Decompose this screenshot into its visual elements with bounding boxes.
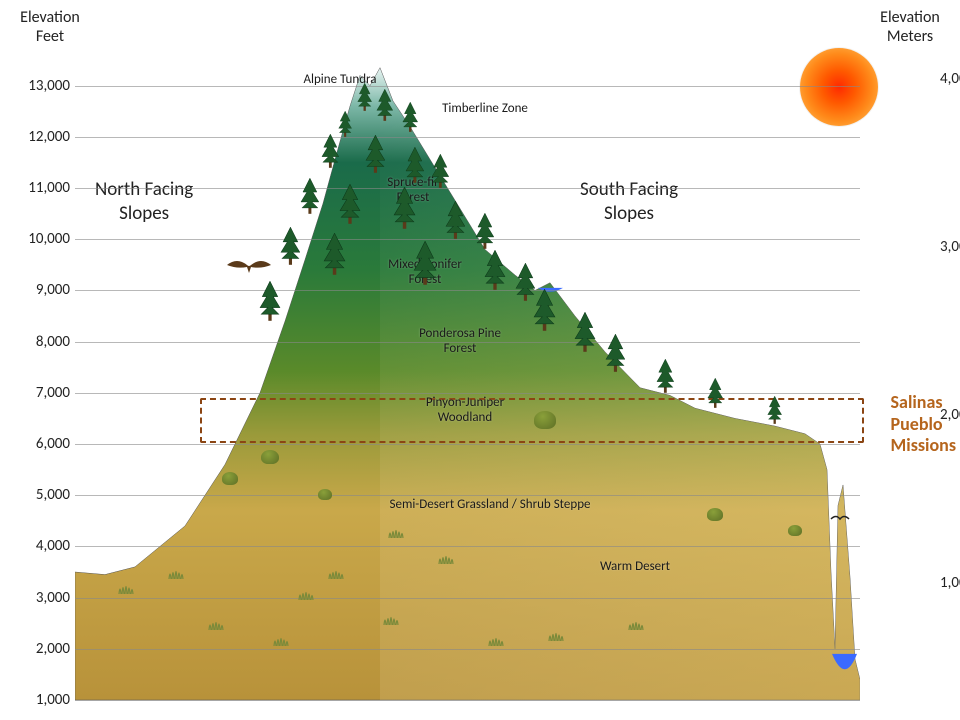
grass-tuft-icon bbox=[167, 563, 185, 584]
grass-tuft-icon bbox=[117, 578, 135, 599]
zone-label: Pinyon-JuniperWoodland bbox=[385, 395, 545, 425]
gridline bbox=[75, 649, 860, 650]
feet-tick-label: 12,000 bbox=[20, 128, 70, 146]
shrub-icon bbox=[534, 411, 556, 429]
feet-tick-label: 7,000 bbox=[20, 384, 70, 402]
gridline bbox=[75, 598, 860, 599]
elevation-chart: North FacingSlopes South FacingSlopes 13… bbox=[75, 10, 860, 710]
zone-label: Ponderosa PineForest bbox=[385, 326, 535, 356]
meter-tick-label: 4,000 bbox=[940, 70, 960, 88]
gridline bbox=[75, 393, 860, 394]
feet-tick-label: 6,000 bbox=[20, 435, 70, 453]
shrub-icon bbox=[788, 525, 802, 536]
grass-tuft-icon bbox=[272, 630, 290, 651]
gridline bbox=[75, 700, 860, 701]
feet-tick-label: 2,000 bbox=[20, 640, 70, 658]
sun-icon bbox=[800, 48, 878, 126]
gridline bbox=[75, 444, 860, 445]
grass-tuft-icon bbox=[207, 614, 225, 635]
gridline bbox=[75, 86, 860, 87]
feet-tick-label: 9,000 bbox=[20, 281, 70, 299]
zone-label: Timberline Zone bbox=[415, 101, 555, 116]
grass-tuft-icon bbox=[437, 548, 455, 569]
zone-label: Alpine Tundra bbox=[280, 72, 400, 87]
shrub-icon bbox=[707, 508, 723, 521]
gridline bbox=[75, 239, 860, 240]
zone-label: Semi-Desert Grassland / Shrub Steppe bbox=[330, 497, 650, 512]
meter-tick-label: 3,000 bbox=[940, 238, 960, 256]
gridline bbox=[75, 290, 860, 291]
meters-axis-title: ElevationMeters bbox=[865, 8, 955, 46]
feet-tick-label: 1,000 bbox=[20, 691, 70, 709]
zone-label: Warm Desert bbox=[560, 559, 710, 574]
grass-tuft-icon bbox=[327, 563, 345, 584]
feet-tick-label: 13,000 bbox=[20, 77, 70, 95]
meter-tick-label: 1,000 bbox=[940, 574, 960, 592]
zone-label: Mixed ConiferForest bbox=[360, 257, 490, 287]
callout-label: SalinasPuebloMissions bbox=[891, 392, 956, 457]
grass-tuft-icon bbox=[382, 609, 400, 630]
zone-label: Spruce-firForest bbox=[353, 175, 473, 205]
grass-tuft-icon bbox=[547, 625, 565, 646]
feet-tick-label: 4,000 bbox=[20, 537, 70, 555]
south-slope-label: South FacingSlopes bbox=[580, 178, 678, 226]
north-slope-label: North FacingSlopes bbox=[95, 178, 193, 226]
gridline bbox=[75, 137, 860, 138]
feet-tick-label: 5,000 bbox=[20, 486, 70, 504]
shrub-icon bbox=[318, 489, 332, 500]
grass-tuft-icon bbox=[627, 614, 645, 635]
grass-tuft-icon bbox=[387, 522, 405, 543]
shrub-icon bbox=[261, 450, 279, 464]
shrub-icon bbox=[222, 472, 238, 485]
grass-tuft-icon bbox=[487, 630, 505, 651]
feet-tick-label: 3,000 bbox=[20, 589, 70, 607]
feet-tick-label: 8,000 bbox=[20, 333, 70, 351]
grass-tuft-icon bbox=[297, 584, 315, 605]
gridline bbox=[75, 546, 860, 547]
feet-tick-label: 10,000 bbox=[20, 230, 70, 248]
feet-tick-label: 11,000 bbox=[20, 179, 70, 197]
